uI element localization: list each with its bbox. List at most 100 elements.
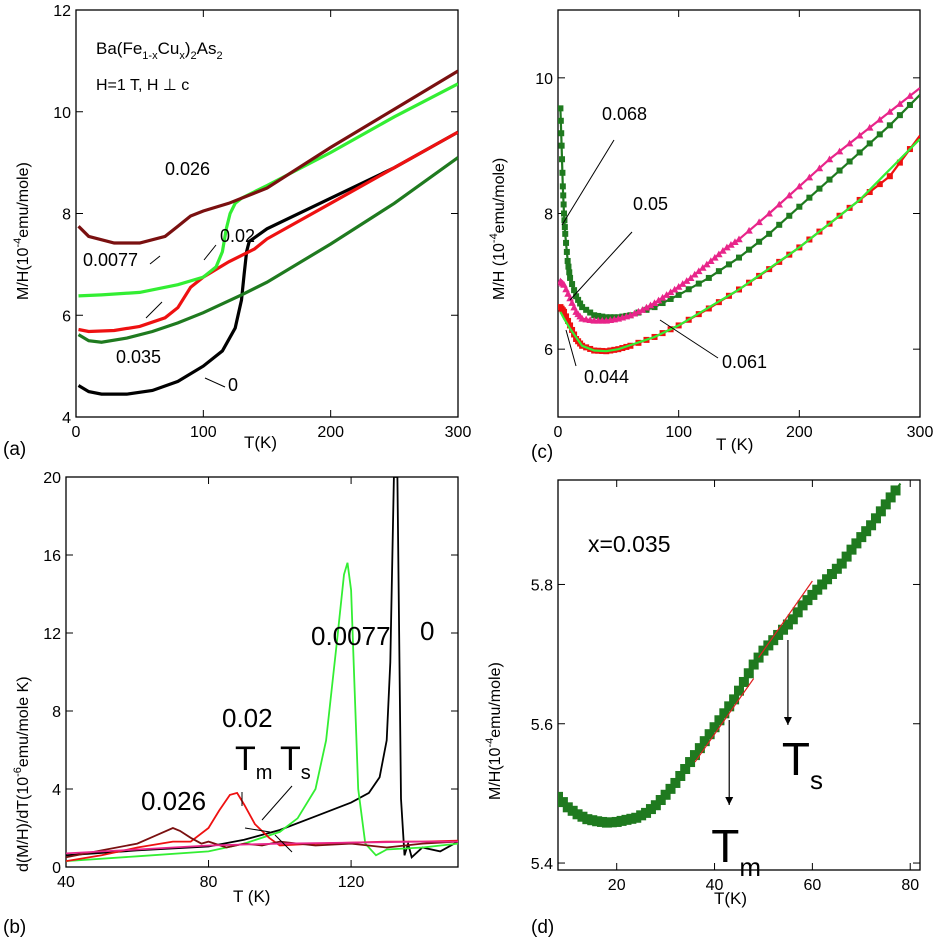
series-0.068-point — [695, 280, 702, 287]
panel-b-arrows — [241, 785, 293, 853]
series-0.035-point — [890, 485, 901, 496]
panel-a-series — [77, 69, 458, 396]
series-0.035-point — [851, 538, 862, 549]
panel-b-xtick-label: 120 — [338, 874, 365, 891]
panel-a-label-0.035: 0.035 — [116, 347, 161, 367]
panel-c-label-0.05: 0.05 — [633, 194, 668, 214]
series-0.035-point — [812, 584, 823, 595]
series-0.068-point — [599, 313, 606, 320]
fit-line-1 — [694, 678, 755, 763]
panel-a-ytick-label: 8 — [62, 207, 71, 224]
panel-c-xtick-label: 300 — [907, 424, 934, 441]
panel-a-label-0.0077: 0.0077 — [83, 250, 138, 270]
series-0.068-point — [736, 254, 742, 261]
series-0.068-point — [667, 295, 674, 302]
series-0.035-point — [826, 569, 837, 580]
series-0.026-line — [77, 69, 458, 245]
series-0.035-point — [822, 574, 833, 585]
arrow-a-0 — [204, 377, 226, 388]
series-0.035-point — [743, 668, 754, 679]
panel-c-ytick-label: 8 — [544, 207, 553, 224]
series-0.035-point — [861, 526, 872, 537]
series-0.068-point — [569, 281, 576, 288]
series-0.035-point — [650, 800, 661, 811]
series-0.068-point — [886, 122, 893, 129]
series-0.05-point — [678, 280, 687, 287]
series-0.05-point — [707, 257, 715, 264]
panel-c-ylabel: M/H (10-4emu/mole) — [488, 158, 508, 300]
series-0.068-point — [675, 291, 682, 298]
panel-b-ytick-label: 0 — [52, 860, 61, 877]
panel-b-xtick-label: 80 — [200, 874, 218, 891]
series-0.068-point — [906, 101, 913, 108]
series-0.05-high-point — [795, 182, 804, 190]
panel-d-frame — [557, 479, 921, 871]
series-0.0077-line — [78, 82, 458, 298]
fit-line-2 — [758, 580, 813, 658]
series-0.035-point — [856, 532, 867, 543]
series-0.035-point — [802, 595, 813, 606]
panel-c-ytick-label: 10 — [535, 71, 553, 88]
series-0.035-point — [689, 750, 700, 761]
series-0.068-line — [559, 94, 920, 319]
series-0.068-point — [756, 238, 763, 245]
panel-c-label-0.068: 0.068 — [602, 104, 647, 124]
series-0.035-point — [704, 729, 715, 740]
series-0.035-point — [709, 722, 720, 733]
series-0.068-point — [856, 149, 863, 156]
panel-b-series-group — [66, 477, 458, 862]
panel-b-ticks: 40 80 120 0 4 8 12 16 20 — [43, 470, 458, 891]
series-0.068-point — [876, 131, 883, 138]
series-0.068-point — [558, 105, 564, 112]
series-0.035-point — [831, 563, 842, 574]
panel-d-label: (d) — [531, 917, 554, 938]
panel-c-xtick-label: 200 — [786, 424, 813, 441]
series-0.035-point — [875, 506, 886, 517]
panel-b-label-0: 0 — [420, 616, 434, 646]
panel-d-xtick-label: 40 — [706, 877, 724, 894]
series-0.061-point — [561, 308, 568, 315]
series-0.05-point — [723, 243, 731, 251]
series-0.05-point — [719, 247, 727, 254]
panel-a-formula: Ba(Fe1-xCux)2As2 — [96, 39, 223, 62]
series-0.068-point — [595, 312, 602, 319]
series-0.05-point — [638, 306, 647, 313]
series-0.068-point — [836, 167, 843, 174]
series-0.05-point — [682, 277, 691, 284]
series-0.05-high-point — [865, 123, 874, 131]
series-0.068-point — [579, 304, 586, 311]
panel-d-xtick-label: 60 — [803, 877, 821, 894]
series-0.05-high-point — [896, 100, 904, 107]
series-0.035-point — [714, 715, 725, 726]
arrow-b-ts — [261, 785, 293, 821]
panel-d-xtick-label: 20 — [608, 877, 626, 894]
series-0.035-point — [558, 791, 563, 802]
arrow-c-0.061 — [659, 319, 719, 359]
panel-a-ytick-label: 6 — [62, 308, 71, 325]
series-0.035-point — [660, 789, 671, 800]
series-0.05-high-point — [835, 147, 844, 155]
series-0.05-high-point — [876, 115, 884, 123]
series-0.068-point — [559, 156, 566, 163]
series-0.035-point — [836, 558, 847, 569]
series-0.035-point — [768, 635, 779, 646]
series-0.068-point — [560, 192, 567, 199]
series-0.035-point — [841, 551, 852, 562]
series-0.05-point — [686, 274, 695, 281]
panel-d-ytick-label: 5.4 — [531, 856, 553, 873]
series-0.035-point — [885, 492, 896, 503]
arrow-c-0.05 — [569, 231, 633, 301]
series-0.05-point — [650, 299, 659, 307]
series-0.035-point — [787, 614, 798, 625]
panel-c-series — [558, 87, 920, 355]
panel-a-ytick-label: 12 — [53, 3, 71, 20]
panel-b-label-0.02: 0.02 — [222, 703, 273, 733]
panel-c-xlabel: T (K) — [716, 435, 753, 454]
series-0.05-point — [695, 267, 703, 275]
series-0.05-high-line — [738, 87, 920, 241]
series-0.068-point — [715, 268, 722, 275]
panel-d-series — [558, 482, 902, 828]
panel-b-ylabel: d(M/H)/dT(10-6emu/mole K) — [12, 676, 32, 872]
series-0-line — [66, 477, 458, 859]
panel-a-label-0.026: 0.026 — [165, 159, 210, 179]
